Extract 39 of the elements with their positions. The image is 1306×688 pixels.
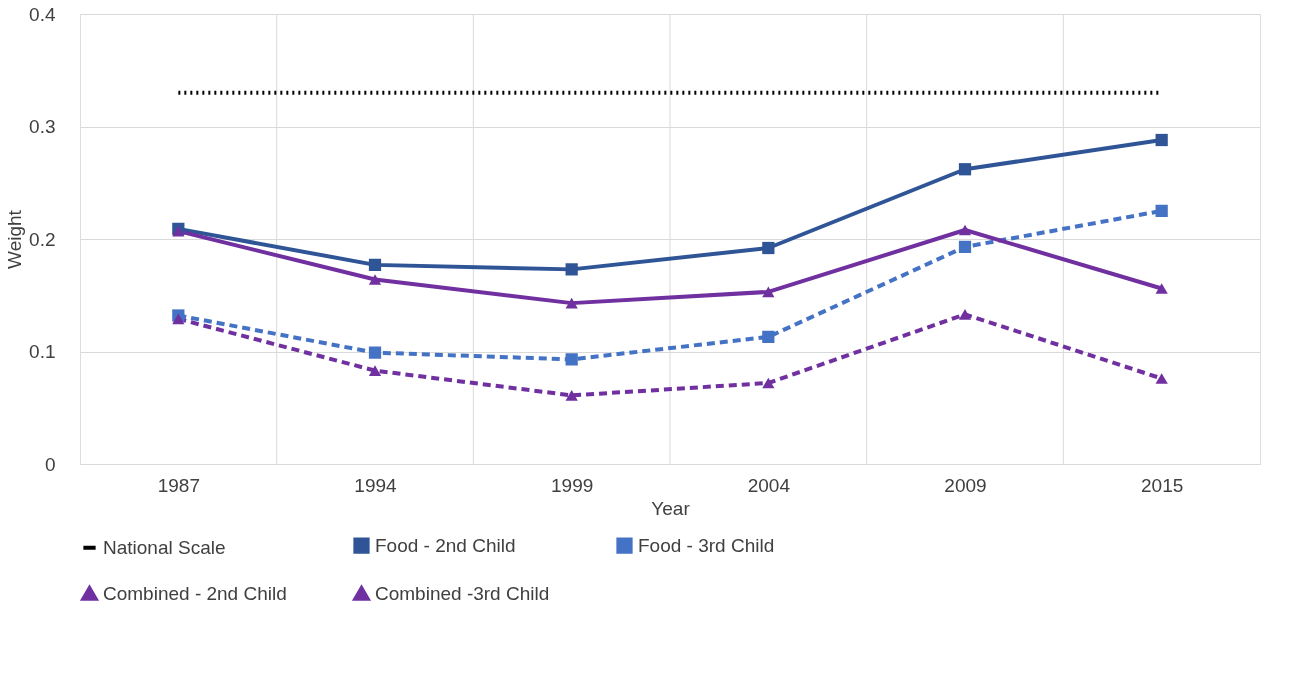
x-tick-label: 1999 xyxy=(551,474,594,496)
point xyxy=(565,263,578,276)
y-axis-title: Weight xyxy=(4,209,26,269)
y-tick-label: 0 xyxy=(44,453,56,475)
y-tick-label: 0.3 xyxy=(29,116,56,137)
legend-label: Food - 3rd Child xyxy=(638,534,775,556)
legend-label: Food - 2nd Child xyxy=(375,534,516,556)
point xyxy=(565,390,578,401)
y-tick-label: 0.1 xyxy=(29,341,56,362)
legend-label: Combined -3rd Child xyxy=(375,582,550,604)
point xyxy=(762,286,775,298)
point xyxy=(1155,283,1168,294)
point xyxy=(368,346,382,359)
point xyxy=(762,377,775,389)
x-axis-title: Year xyxy=(651,497,691,519)
point xyxy=(958,163,972,176)
point xyxy=(958,309,972,320)
legend-label: Combined - 2nd Child xyxy=(103,582,287,604)
point xyxy=(1155,133,1168,147)
x-tick-label: 1994 xyxy=(354,474,398,496)
point xyxy=(762,330,775,343)
point xyxy=(958,240,972,253)
x-tick-label: 2015 xyxy=(1141,474,1184,496)
x-tick-label: 2009 xyxy=(944,474,987,496)
point xyxy=(368,274,382,285)
point xyxy=(762,241,775,255)
point xyxy=(172,313,185,325)
x-tick-label: 2004 xyxy=(747,474,791,496)
point xyxy=(565,353,578,366)
x-tick-label: 1987 xyxy=(157,474,200,496)
point xyxy=(1155,373,1168,384)
y-tick-label: 0.4 xyxy=(29,3,56,25)
y-tick-label: 0.2 xyxy=(29,228,56,250)
point xyxy=(958,224,972,236)
point xyxy=(368,258,382,271)
point xyxy=(1155,204,1168,217)
point xyxy=(565,297,578,309)
legend-label: National Scale xyxy=(103,536,226,558)
point xyxy=(368,365,382,376)
